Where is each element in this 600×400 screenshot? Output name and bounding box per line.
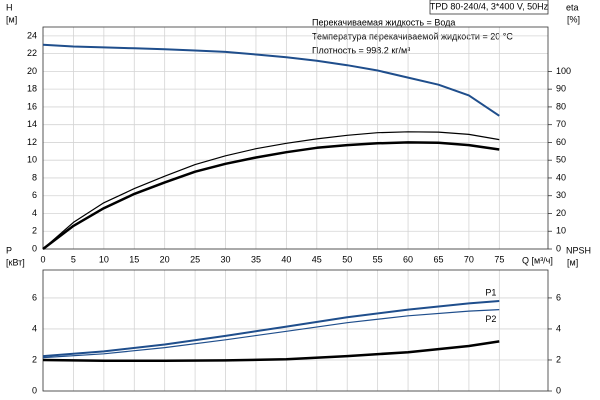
curve [42, 141, 500, 250]
y2-tick-label: 20 [556, 208, 566, 218]
y2-tick-label: 4 [556, 323, 561, 333]
x-tick-label: 35 [251, 254, 261, 264]
y2-tick-label: 100 [556, 66, 571, 76]
y-tick-label: 4 [32, 208, 37, 218]
x-tick-label: 40 [281, 254, 291, 264]
y-tick-label: 24 [27, 30, 37, 40]
curve-label: P2 [485, 314, 496, 324]
y2-tick-label: 60 [556, 137, 566, 147]
chart-title: TPD 80-240/4, 3*400 V, 50Hz [430, 1, 549, 11]
curve [42, 43, 500, 117]
y2-tick-label: 10 [556, 226, 566, 236]
x-tick-label: 25 [190, 254, 200, 264]
y2-axis-unit: [м] [567, 257, 578, 267]
y-tick-label: 12 [27, 137, 37, 147]
y-tick-label: 6 [32, 190, 37, 200]
y-tick-label: 8 [32, 172, 37, 182]
y2-tick-label: 50 [556, 155, 566, 165]
x-tick-label: 0 [40, 254, 45, 264]
y-tick-label: 10 [27, 155, 37, 165]
y-tick-label: 2 [32, 226, 37, 236]
y2-axis-label: NPSH [566, 245, 591, 255]
y-tick-label: 20 [27, 66, 37, 76]
y-tick-label: 4 [32, 323, 37, 333]
plot-frame [42, 26, 549, 250]
title-box [429, 0, 549, 15]
x-tick-label: 5 [71, 254, 76, 264]
y-tick-label: 16 [27, 101, 37, 111]
y2-tick-label: 40 [556, 172, 566, 182]
x-tick-label: 20 [160, 254, 170, 264]
y2-tick-label: 2 [556, 354, 561, 364]
annotation: Плотность = 998.2 кг/м³ [312, 45, 410, 55]
curve [42, 309, 500, 359]
x-tick-label: 45 [312, 254, 322, 264]
annotation: Температура перекачиваемой жидкости = 20… [312, 31, 513, 41]
y-axis-unit: [кВт] [6, 257, 25, 267]
y2-axis-unit: [%] [567, 14, 580, 24]
y2-axis-label: eta [566, 2, 579, 12]
x-tick-label: 10 [99, 254, 109, 264]
y2-tick-label: 0 [556, 385, 561, 395]
plot-frame [42, 269, 549, 392]
x-tick-label: 60 [403, 254, 413, 264]
annotation: Перекачиваемая жидкость = Вода [312, 17, 455, 27]
y2-tick-label: 30 [556, 190, 566, 200]
y2-tick-label: 90 [556, 84, 566, 94]
y-tick-label: 6 [32, 292, 37, 302]
y-tick-label: 0 [32, 243, 37, 253]
y2-tick-label: 6 [556, 292, 561, 302]
y2-tick-label: 80 [556, 101, 566, 111]
y-tick-label: 2 [32, 354, 37, 364]
x-tick-label: 55 [373, 254, 383, 264]
y-tick-label: 22 [27, 48, 37, 58]
y-tick-label: 0 [32, 385, 37, 395]
x-tick-label: 30 [221, 254, 231, 264]
curve [42, 340, 500, 363]
y-axis-unit: [м] [6, 14, 17, 24]
y-axis-label: H [6, 2, 13, 12]
y-axis-label: P [6, 245, 12, 255]
y-tick-label: 14 [27, 119, 37, 129]
x-tick-label: 70 [464, 254, 474, 264]
y-tick-label: 18 [27, 84, 37, 94]
x-axis-label: Q [м³/ч] [522, 255, 553, 265]
x-tick-label: 15 [129, 254, 139, 264]
curve-label: P1 [485, 287, 496, 297]
curve [42, 131, 500, 250]
x-tick-label: 75 [494, 254, 504, 264]
y2-tick-label: 0 [556, 243, 561, 253]
y2-tick-label: 70 [556, 119, 566, 129]
x-tick-label: 65 [433, 254, 443, 264]
curve [42, 300, 500, 358]
x-tick-label: 50 [342, 254, 352, 264]
